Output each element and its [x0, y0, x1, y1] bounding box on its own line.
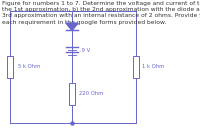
Text: 5 k Ohm: 5 k Ohm: [18, 64, 41, 70]
Text: .9 V: .9 V: [80, 48, 90, 53]
Bar: [133, 56, 139, 78]
Text: Figure for numbers 1 to 7. Determine the voltage and current of the diode in a)
: Figure for numbers 1 to 7. Determine the…: [2, 1, 200, 25]
Polygon shape: [66, 23, 78, 30]
Text: 220 Ohm: 220 Ohm: [79, 91, 103, 96]
Text: 1 k Ohm: 1 k Ohm: [142, 64, 164, 70]
Bar: [69, 83, 75, 105]
Bar: [7, 56, 13, 78]
